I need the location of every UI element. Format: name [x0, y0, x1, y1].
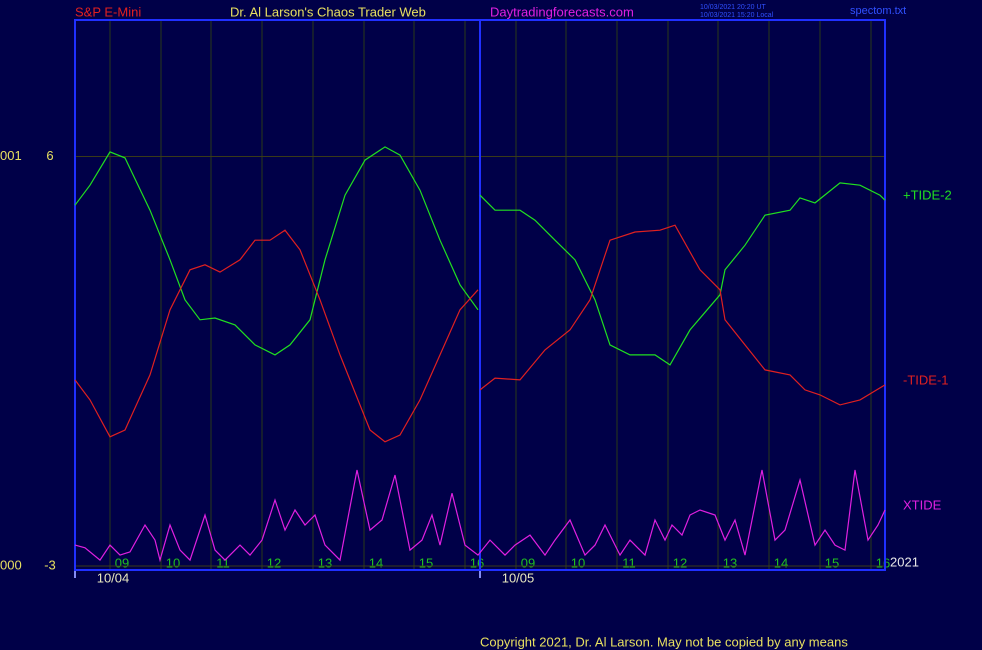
series-line: [74, 469, 886, 563]
x-tick-label: 13: [318, 555, 332, 570]
x-tick-label: 10: [571, 555, 585, 570]
price-label: 001: [0, 148, 22, 163]
file-name: spectom.txt: [850, 5, 906, 17]
x-tick-label: 14: [369, 555, 383, 570]
x-tick-label: 10: [166, 555, 180, 570]
legend-label: +TIDE-2: [903, 188, 952, 203]
site: Daytradingforecasts.com: [490, 4, 634, 19]
y-tick-label: 6: [46, 148, 53, 163]
day-label: 10/05: [502, 570, 535, 585]
chart-title: Dr. Al Larson's Chaos Trader Web: [230, 4, 426, 19]
series-line: [74, 224, 886, 443]
series-line: [74, 146, 886, 366]
price-label: 000: [0, 557, 22, 572]
timestamp: 10/03/2021 15:20 Local: [700, 12, 774, 19]
legend-label: -TIDE-1: [903, 372, 949, 387]
x-tick-label: 09: [115, 555, 129, 570]
x-tick-label: 12: [673, 555, 687, 570]
x-tick-label: 11: [622, 555, 636, 570]
x-tick-label: 15: [419, 555, 433, 570]
plot-frame: [74, 19, 886, 571]
symbol: S&P E-Mini: [75, 4, 141, 19]
day-label: 10/04: [97, 570, 130, 585]
x-tick-label: 16: [470, 555, 484, 570]
x-tick-label: 13: [723, 555, 737, 570]
y-tick-label: -3: [44, 557, 56, 572]
legend-label: XTIDE: [903, 497, 942, 512]
copyright: Copyright 2021, Dr. Al Larson. May not b…: [480, 634, 848, 649]
x-tick-label: 14: [774, 555, 788, 570]
timestamp: 10/03/2021 20:20 UT: [700, 4, 766, 11]
x-tick-label: 09: [521, 555, 535, 570]
year: 2021: [890, 554, 919, 569]
x-tick-label: 16: [876, 555, 890, 570]
x-tick-label: 15: [825, 555, 839, 570]
x-tick-label: 12: [267, 555, 281, 570]
